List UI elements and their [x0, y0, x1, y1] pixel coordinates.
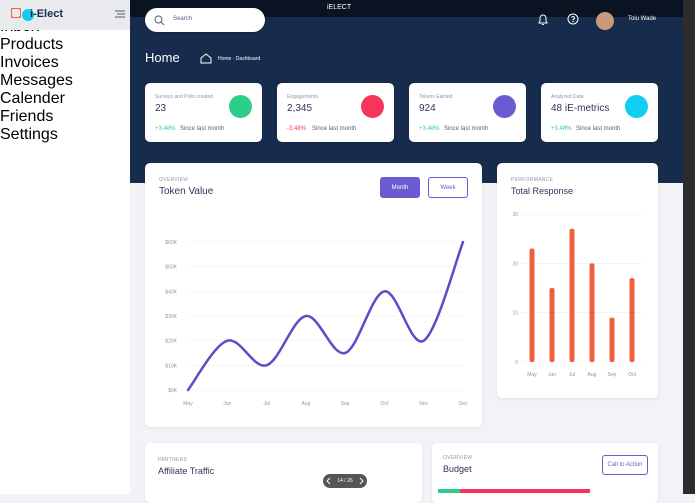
stat-card: Analyzed Data 48 iE-metrics +3.48% Since la…	[541, 83, 658, 142]
page-title: Home	[145, 50, 180, 65]
week-button[interactable]: Week	[428, 177, 468, 198]
card-title: Total Response	[511, 186, 574, 196]
home-icon	[200, 53, 212, 64]
bell-icon[interactable]	[537, 13, 549, 26]
pager-arrows[interactable]	[326, 477, 364, 485]
window-bar	[130, 0, 683, 17]
pager-text: 14 / 26	[337, 478, 353, 484]
menu-icon	[11, 8, 21, 18]
card-title: Affiliate Traffic	[158, 466, 215, 476]
logo-bar	[0, 0, 130, 30]
overline: PARTNERS	[158, 457, 188, 463]
pager: 14 / 26	[323, 474, 367, 488]
user-name: Tolu Wade	[628, 16, 657, 22]
help-icon[interactable]	[567, 13, 579, 25]
stat-value: 2,345	[287, 103, 313, 114]
stat-icon	[493, 95, 516, 118]
cta-button[interactable]: Call to Action	[602, 455, 648, 475]
stat-label: Analyzed Data	[551, 94, 584, 100]
stat-icon	[625, 95, 648, 118]
logo: i-Elect	[30, 8, 64, 20]
budget-card: OVERVIEW Budget Call to Action	[432, 443, 658, 503]
stat-value: 23	[155, 103, 167, 114]
stat-change: +3.48%	[155, 126, 176, 132]
stat-card: Tokens Earned 924 +3.48% Since last month	[409, 83, 526, 142]
stat-period: Since last month	[576, 126, 621, 132]
menu-label: Calender	[0, 90, 65, 107]
budget-bar	[460, 489, 590, 493]
logo-icon	[22, 9, 34, 21]
menu-item[interactable]: Products	[0, 8, 130, 54]
stat-period: Since last month	[444, 126, 489, 132]
affiliate-card: PARTNERS Affiliate Traffic	[145, 443, 422, 503]
stat-card: Engagements 2,345 -3.48% Since last month	[277, 83, 394, 142]
overline: OVERVIEW	[443, 455, 473, 461]
stat-change: -3.48%	[287, 126, 307, 132]
avatar[interactable]	[596, 12, 614, 30]
crumb: Dashboard	[235, 56, 261, 62]
stat-period: Since last month	[312, 126, 357, 132]
card-title: Token Value	[159, 186, 214, 197]
stat-value: 924	[419, 103, 436, 114]
search-icon	[154, 15, 165, 26]
menu-item[interactable]: Settings	[0, 8, 130, 144]
stat-label: Engagements	[287, 94, 318, 100]
stat-value: 48 iE-metrics	[551, 103, 610, 114]
stat-icon	[229, 95, 252, 118]
breadcrumb: Home · Dashboard	[218, 56, 261, 62]
edge	[683, 0, 695, 494]
stat-change: +3.48%	[551, 126, 572, 132]
card-title: Budget	[443, 464, 472, 474]
budget-bar	[438, 489, 460, 493]
stat-icon	[361, 95, 384, 118]
sidebar: i-Elect HomeInboxProductsInvoicesMessage…	[0, 0, 130, 494]
token-card: OVERVIEW Token Value Month Week	[145, 163, 482, 427]
menu-label: Messages	[0, 72, 73, 89]
overline: PERFORMANCE	[511, 177, 554, 183]
menu-item[interactable]: Calender	[0, 8, 130, 108]
menu-label: Products	[0, 36, 64, 53]
menu-toggle[interactable]	[114, 9, 126, 19]
stat-label: Tokens Earned	[419, 94, 453, 100]
menu-item[interactable]: Messages	[0, 8, 130, 90]
stat-label: Surveys and Polls created	[155, 94, 214, 100]
menu-label: Settings	[0, 126, 58, 143]
stat-card: Surveys and Polls created 23 +3.48% Since l…	[145, 83, 262, 142]
menu-label: Invoices	[0, 54, 59, 71]
menu-label: Friends	[0, 108, 54, 125]
stat-change: +3.48%	[419, 126, 440, 132]
overline: OVERVIEW	[159, 177, 189, 183]
month-button[interactable]: Month	[380, 177, 420, 198]
window-title: iELECT	[327, 4, 352, 11]
search-placeholder: Search	[173, 16, 193, 22]
crumb[interactable]: Home	[218, 56, 232, 62]
response-card: PERFORMANCE Total Response	[497, 163, 658, 398]
menu-item[interactable]: Friends	[0, 8, 130, 126]
stat-period: Since last month	[180, 126, 225, 132]
search[interactable]: Search	[145, 8, 265, 32]
menu-item[interactable]: Invoices	[0, 8, 130, 72]
